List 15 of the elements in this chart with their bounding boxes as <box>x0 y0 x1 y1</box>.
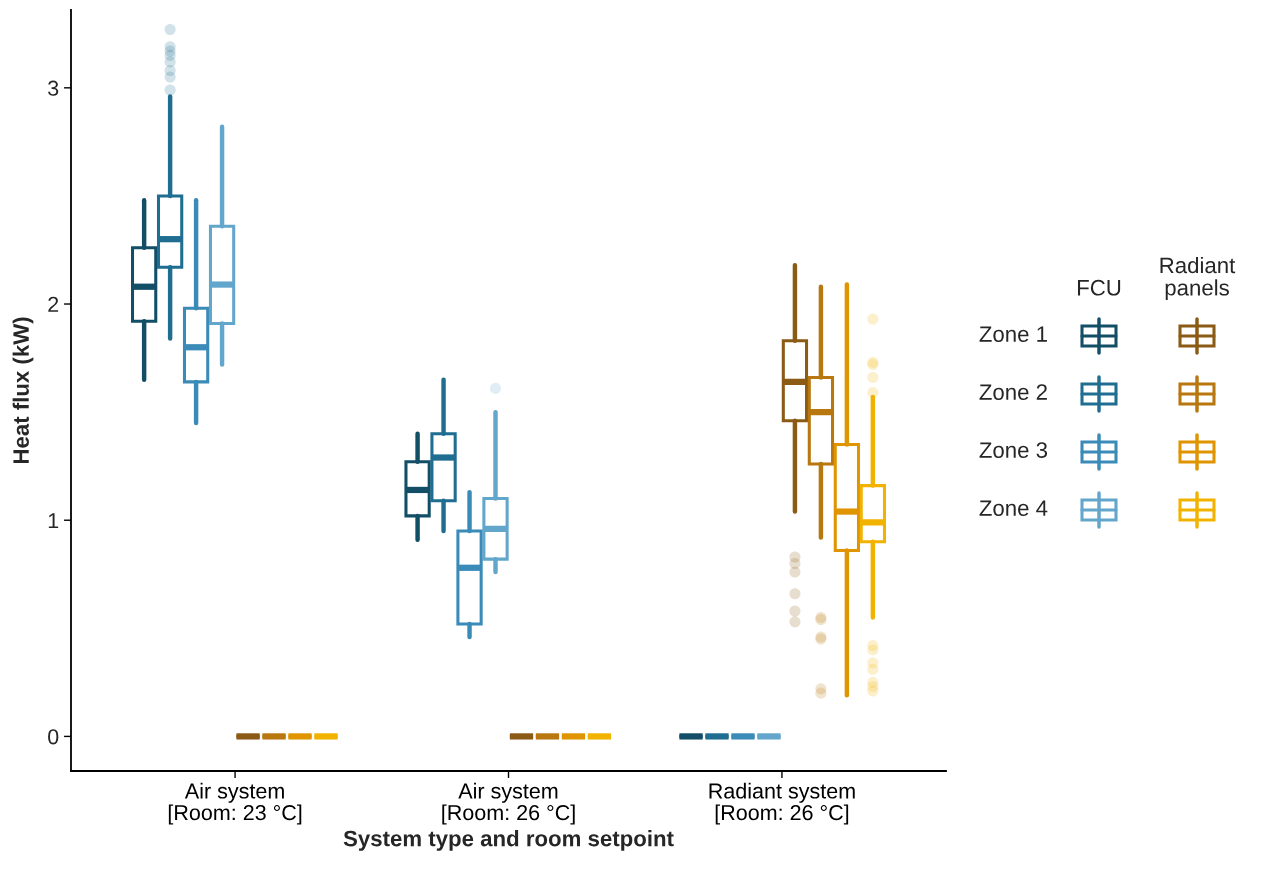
text: Radiant panels <box>1160 256 1236 300</box>
legend-label: Zone 4 <box>979 500 1048 516</box>
y-axis-title: Heat flux (kW) <box>12 317 34 464</box>
x-tick-label: Radiant system [Room: 26 °C] <box>709 782 855 825</box>
x-tick-label: Air system [Room: 26 °C] <box>442 782 575 825</box>
legend-label: Zone 1 <box>979 326 1047 342</box>
text: FCU <box>1077 279 1121 296</box>
x-axis-title: System type and room setpoint <box>343 830 674 851</box>
y-tick-label: 3 <box>48 80 59 96</box>
legend-label: Zone 3 <box>979 442 1048 458</box>
legend-label: Zone 2 <box>979 384 1047 400</box>
y-tick-label: 0 <box>48 729 59 745</box>
x-tick-label: Air system [Room: 23 °C] <box>168 782 302 825</box>
y-tick-label: 1 <box>48 513 59 529</box>
y-tick-label: 2 <box>48 296 59 312</box>
